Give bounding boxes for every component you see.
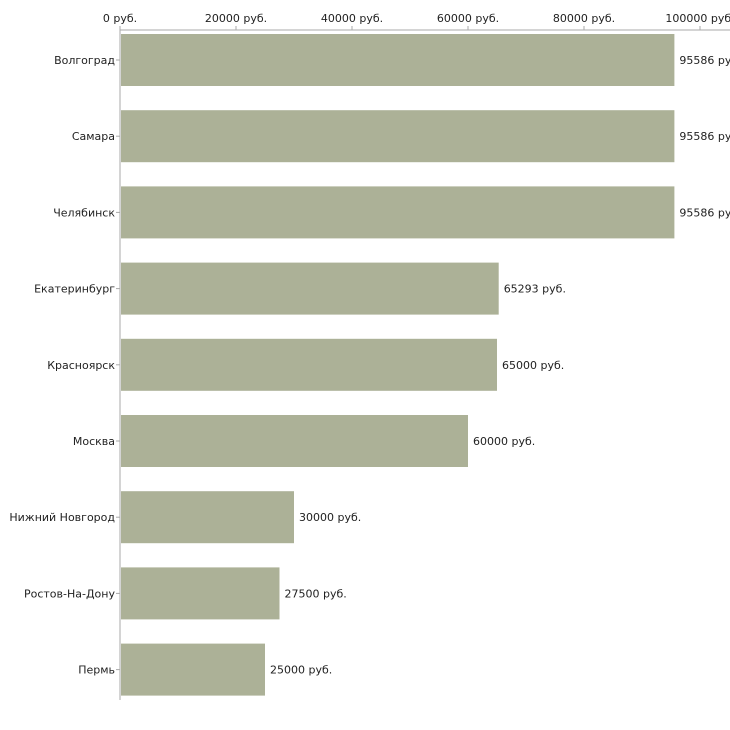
x-axis: 0 руб. 20000 руб. 40000 руб. 60000 руб. 8000…: [103, 12, 730, 31]
value-label: 95586 руб.: [679, 130, 730, 143]
bar: [121, 567, 280, 620]
category-label: Нижний Новгород: [9, 511, 115, 524]
x-tick-label: 40000 руб.: [321, 12, 383, 25]
category-label: Красноярск: [47, 359, 115, 372]
category-label: Москва: [73, 435, 115, 448]
bar: [121, 415, 468, 467]
bars: 95586 руб. 95586 руб. 95586 руб. 65293 руб.…: [121, 34, 730, 696]
value-label: 30000 руб.: [299, 511, 361, 524]
bar: [121, 186, 675, 239]
bar: [121, 262, 499, 315]
bar: [121, 338, 497, 391]
bar: [121, 491, 294, 544]
bar: [121, 34, 675, 86]
category-label: Ростов-На-Дону: [24, 587, 115, 600]
x-tick-label: 60000 руб.: [437, 12, 499, 25]
x-tick-label: 20000 руб.: [205, 12, 267, 25]
category-label: Екатеринбург: [34, 283, 115, 296]
category-label: Самара: [72, 130, 115, 143]
value-label: 25000 руб.: [270, 664, 332, 677]
bar: [121, 643, 265, 696]
value-label: 65293 руб.: [504, 283, 566, 296]
value-label: 27500 руб.: [285, 587, 347, 600]
value-label: 60000 руб.: [473, 435, 535, 448]
x-tick-label: 100000 руб.: [665, 12, 730, 25]
category-label: Пермь: [78, 664, 115, 677]
value-label: 95586 руб.: [679, 206, 730, 219]
x-tick-label: 0 руб.: [103, 12, 137, 25]
category-label: Волгоград: [54, 54, 115, 67]
value-label: 95586 руб.: [679, 54, 730, 67]
bar: [121, 110, 675, 163]
value-label: 65000 руб.: [502, 359, 564, 372]
x-tick-label: 80000 руб.: [553, 12, 615, 25]
y-axis: Волгоград Самара Челябинск Екатеринбург Крас…: [9, 30, 121, 700]
category-label: Челябинск: [53, 206, 115, 219]
